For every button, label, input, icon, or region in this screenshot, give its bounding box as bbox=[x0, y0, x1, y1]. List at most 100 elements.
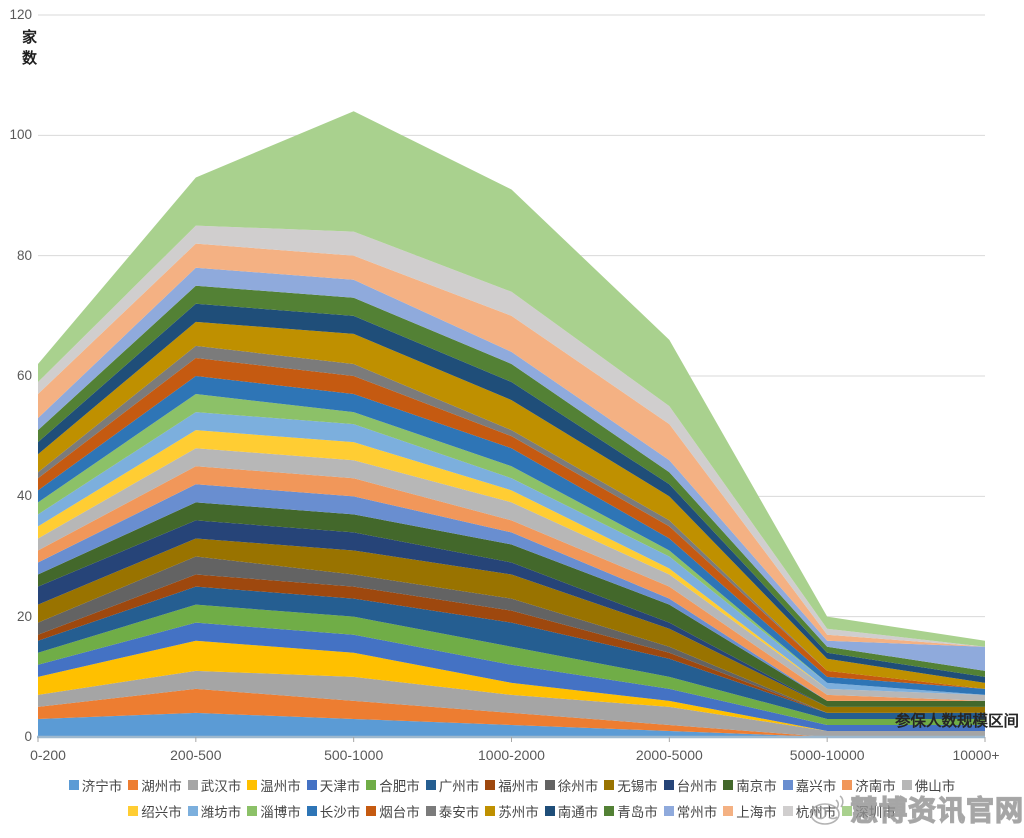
x-axis-tick-label: 1000-2000 bbox=[478, 747, 545, 763]
legend-label: 常州市 bbox=[676, 805, 718, 820]
x-axis-tick-label: 2000-5000 bbox=[635, 747, 703, 763]
legend-item: 广州市 bbox=[425, 775, 480, 795]
legend-label: 武汉市 bbox=[200, 779, 242, 794]
legend-swatch bbox=[604, 780, 615, 790]
legend-label: 温州市 bbox=[260, 779, 301, 794]
legend-item: 武汉市 bbox=[187, 775, 242, 795]
area-series-5 bbox=[38, 622, 985, 731]
legend-label: 湖州市 bbox=[141, 779, 182, 794]
x-axis-tick-label: 5000-10000 bbox=[789, 747, 865, 763]
legend-swatch bbox=[663, 806, 674, 816]
legend-item: 潍坊市 bbox=[187, 801, 242, 821]
legend-label: 徐州市 bbox=[557, 779, 599, 794]
legend-label: 苏州市 bbox=[498, 805, 539, 820]
legend-item: 台州市 bbox=[663, 775, 718, 795]
x-axis-tick-label: 10000+ bbox=[952, 747, 1000, 763]
x-axis-tick-label: 200-500 bbox=[170, 747, 222, 763]
legend-item: 南通市 bbox=[544, 801, 599, 821]
area-series-26 bbox=[38, 243, 985, 647]
y-axis-tick-label: 20 bbox=[16, 608, 32, 624]
legend-item: 徐州市 bbox=[544, 775, 599, 795]
legend-swatch bbox=[544, 806, 555, 816]
legend-label: 佛山市 bbox=[914, 779, 956, 794]
area-series-12 bbox=[38, 502, 985, 707]
y-axis-tick-label: 0 bbox=[24, 729, 32, 744]
legend-item: 烟台市 bbox=[366, 801, 420, 821]
legend-item: 合肥市 bbox=[366, 775, 420, 795]
legend-swatch bbox=[663, 780, 674, 790]
x-axis-tick-label: 0-200 bbox=[30, 747, 66, 763]
legend-label: 济宁市 bbox=[81, 779, 123, 794]
legend-item: 温州市 bbox=[247, 775, 301, 795]
legend-item: 嘉兴市 bbox=[782, 775, 837, 795]
y-axis-tick-label: 120 bbox=[9, 7, 32, 22]
legend-item: 苏州市 bbox=[485, 801, 539, 821]
legend-item: 无锡市 bbox=[604, 775, 658, 795]
area-series-28 bbox=[38, 111, 985, 647]
legend-swatch bbox=[425, 780, 436, 790]
legend-item: 南京市 bbox=[723, 775, 777, 795]
legend-swatch bbox=[782, 780, 793, 790]
legend-item: 常州市 bbox=[663, 801, 718, 821]
area-series-20 bbox=[38, 357, 985, 689]
legend-swatch bbox=[187, 780, 198, 790]
legend-item: 湖州市 bbox=[128, 775, 182, 795]
legend-swatch bbox=[723, 780, 734, 790]
legend-label: 深圳市 bbox=[855, 805, 896, 820]
legend-label: 济南市 bbox=[855, 779, 896, 794]
legend-item: 绍兴市 bbox=[128, 801, 182, 821]
legend-label: 上海市 bbox=[736, 805, 777, 820]
legend-label: 天津市 bbox=[319, 779, 361, 794]
area-series-14 bbox=[38, 466, 985, 701]
legend-swatch bbox=[901, 780, 912, 790]
legend-swatch bbox=[68, 780, 79, 790]
legend-label: 潍坊市 bbox=[200, 805, 242, 820]
y-axis-tick-label: 60 bbox=[16, 368, 32, 383]
legend-item: 深圳市 bbox=[842, 801, 896, 821]
legend-label: 广州市 bbox=[438, 779, 480, 794]
legend-label: 泰安市 bbox=[438, 805, 480, 820]
legend-label: 绍兴市 bbox=[141, 805, 182, 820]
legend-label: 杭州市 bbox=[795, 805, 837, 820]
legend-label: 烟台市 bbox=[379, 805, 420, 820]
legend-swatch bbox=[485, 806, 496, 816]
legend-swatch bbox=[782, 806, 793, 816]
legend-label: 青岛市 bbox=[617, 805, 658, 820]
legend-swatch bbox=[247, 780, 258, 790]
area-series-17 bbox=[38, 412, 985, 695]
legend-label: 南通市 bbox=[557, 805, 599, 820]
legend-label: 台州市 bbox=[676, 779, 718, 794]
legend-swatch bbox=[842, 806, 853, 816]
legend-swatch bbox=[842, 780, 853, 790]
legend-label: 南京市 bbox=[736, 779, 777, 794]
legend-swatch bbox=[306, 806, 317, 816]
legend-swatch bbox=[723, 806, 734, 816]
legend-item: 青岛市 bbox=[604, 801, 658, 821]
legend-label: 嘉兴市 bbox=[795, 779, 837, 794]
legend-item: 淄博市 bbox=[247, 801, 301, 821]
legend-item: 济南市 bbox=[842, 775, 896, 795]
y-axis-tick-label: 80 bbox=[16, 247, 32, 263]
y-axis-tick-label: 100 bbox=[9, 127, 32, 143]
legend-item: 天津市 bbox=[306, 775, 361, 795]
legend-swatch bbox=[128, 806, 139, 816]
legend-item: 上海市 bbox=[723, 801, 777, 821]
legend-row-2: 绍兴市 潍坊市 淄博市 长沙市 烟台市 泰安市 苏州市 南通市 青岛市 常州市 上海市 杭州市 深圳市 bbox=[0, 798, 1024, 824]
legend-item: 长沙市 bbox=[306, 801, 361, 821]
legend-swatch bbox=[247, 806, 258, 816]
x-axis-title: 参保人数规模区间 bbox=[894, 713, 1019, 730]
area-series-27 bbox=[38, 225, 985, 647]
legend-label: 淄博市 bbox=[260, 805, 301, 820]
area-series-10 bbox=[38, 538, 985, 713]
legend-swatch bbox=[366, 806, 377, 816]
legend-swatch bbox=[604, 806, 615, 816]
area-series-4 bbox=[38, 640, 985, 731]
legend-swatch bbox=[544, 780, 555, 790]
legend-item: 福州市 bbox=[485, 775, 539, 795]
legend-item: 杭州市 bbox=[782, 801, 837, 821]
legend-label: 长沙市 bbox=[319, 805, 361, 820]
legend-swatch bbox=[366, 780, 377, 790]
chart-legend: 济宁市 湖州市 武汉市 温州市 天津市 合肥市 广州市 福州市 徐州市 无锡市 台州市 南京市 嘉兴市 济… bbox=[0, 772, 1024, 824]
